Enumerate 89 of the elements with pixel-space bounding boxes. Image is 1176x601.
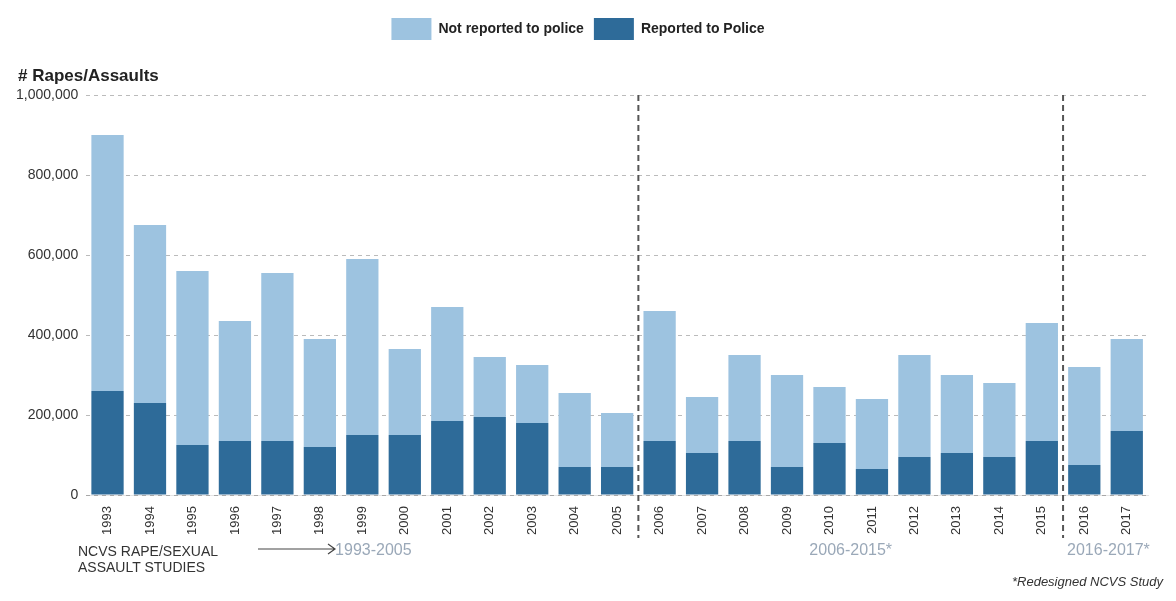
bar [431, 421, 464, 495]
x-tick-label: 1995 [184, 506, 200, 535]
x-tick-label: 2013 [948, 506, 964, 535]
x-tick-label: 2001 [438, 506, 454, 535]
bar [558, 393, 591, 468]
text: 1993-2005 [334, 541, 413, 559]
bar [346, 435, 379, 495]
bar [940, 375, 974, 454]
bar [1110, 431, 1143, 495]
bar [218, 441, 252, 495]
bar [218, 321, 252, 442]
bar [91, 391, 124, 495]
bar [303, 447, 336, 495]
x-tick-label: 2009 [778, 506, 794, 535]
bar [685, 397, 719, 454]
x-tick-label: 1997 [268, 506, 284, 535]
x-tick-label: 2003 [523, 506, 539, 535]
bar [1110, 339, 1143, 432]
x-tick-label: 2015 [1033, 506, 1049, 535]
x-tick-label: 2014 [990, 506, 1006, 535]
y-tick-label: 400,000 [27, 325, 79, 342]
bar [473, 417, 506, 495]
x-tick-label: 1998 [311, 506, 327, 535]
y-tick-label: 0 [70, 485, 79, 502]
text: 2016-2017* [1067, 541, 1151, 559]
bar [388, 435, 421, 495]
legend-label: Not reported to police [438, 19, 585, 36]
bar [261, 273, 294, 442]
bar [898, 457, 931, 495]
bar [91, 135, 124, 392]
bar [728, 355, 761, 442]
x-tick-label: 1999 [353, 506, 369, 535]
x-tick-label: 1996 [226, 506, 242, 535]
bar [1025, 441, 1058, 495]
x-tick-label: 2010 [821, 506, 837, 535]
bar [261, 441, 294, 495]
bar [601, 467, 634, 495]
bar [898, 355, 931, 458]
bar [176, 271, 209, 446]
bar [770, 375, 804, 468]
bar [813, 387, 846, 444]
x-tick-label: 2008 [736, 506, 752, 535]
y-tick-label: 1,000,000 [15, 85, 79, 102]
bar [855, 399, 889, 470]
bar [940, 453, 974, 495]
bar [473, 357, 506, 418]
text: *Redesigned NCVS Study [1011, 574, 1163, 589]
y-axis-title: # Rapes/Assaults [18, 66, 159, 86]
bar [983, 457, 1016, 495]
text: NCVS RAPE/SEXUAL ASSAULT STUDIES [78, 543, 219, 575]
bar [388, 349, 421, 436]
bar [176, 445, 209, 495]
bar [133, 225, 167, 404]
x-tick-label: 2007 [693, 506, 709, 535]
bar [983, 383, 1016, 458]
bar [1025, 323, 1058, 442]
bar [1068, 367, 1101, 466]
bar [431, 307, 464, 422]
bar [516, 423, 549, 495]
x-tick-label: 2006 [651, 506, 667, 535]
text: 2006-2015* [808, 541, 894, 559]
y-tick-label: 800,000 [27, 165, 79, 182]
bar [813, 443, 846, 495]
bar [728, 441, 761, 495]
bar [770, 467, 804, 495]
x-tick-label: 2016 [1075, 506, 1091, 535]
bar [601, 413, 634, 468]
x-tick-label: 1993 [99, 506, 115, 535]
x-tick-label: 2005 [608, 506, 624, 535]
bar [1068, 465, 1101, 495]
legend-label: Reported to Police [640, 19, 765, 36]
bar [558, 467, 591, 495]
y-tick-label: 200,000 [27, 405, 79, 422]
x-tick-label: 1994 [141, 506, 157, 535]
bar [303, 339, 336, 448]
y-tick-label: 600,000 [27, 245, 79, 262]
bar [643, 311, 676, 442]
bar [685, 453, 719, 495]
x-tick-label: 2002 [481, 506, 497, 535]
x-tick-label: 2004 [566, 506, 582, 535]
x-tick-label: 2012 [906, 506, 921, 535]
x-tick-label: 2000 [396, 506, 412, 535]
x-tick-label: 2017 [1118, 506, 1134, 535]
bar [346, 259, 379, 436]
bar [516, 365, 549, 424]
bar [855, 469, 889, 495]
bar [133, 403, 167, 495]
bar [643, 441, 676, 495]
x-tick-label: 2011 [863, 506, 879, 535]
